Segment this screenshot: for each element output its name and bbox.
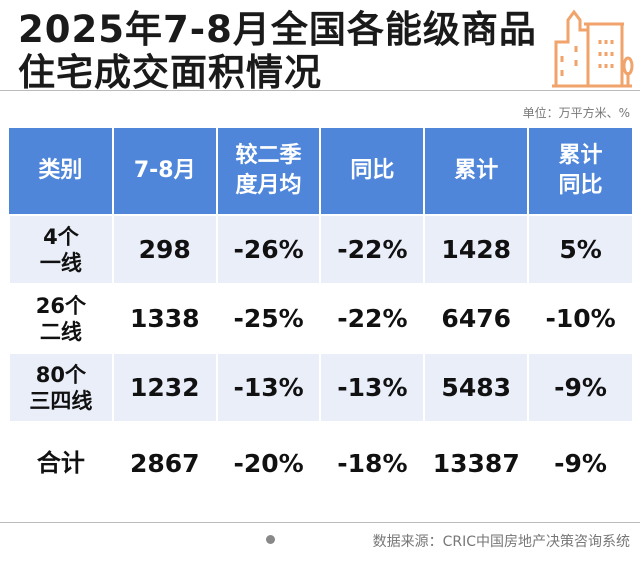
column-header: 较二季度月均 [215,128,321,215]
column-header: 类别 [9,128,113,215]
row-category-line: 80个 [35,362,87,387]
table-cell: 1232 [111,352,217,422]
table-cell: -22% [319,214,425,284]
column-header-label: 较二季度月均 [235,143,302,198]
table-cell: -13% [319,352,425,422]
column-header-label: 同比 [350,158,395,183]
footer-divider [0,522,640,523]
column-header-label: 累计同比 [558,143,603,198]
source-note: 数据来源：CRIC中国房地产决策咨询系统 [372,534,630,550]
row-category-line: 一线 [39,250,82,275]
column-header-label: 7-8月 [133,158,196,183]
data-table: 类别 7-8月 较二季度月均 同比 累计 累计同比 4个 一线 298 -26% -22% 1428… [8,128,632,503]
bullet-dot [266,535,275,544]
title-line-1: 2025年7-8月全国各能级商品 [18,8,537,51]
table-row: 合计 2867 -20% -18% 13387 -9% [8,421,632,503]
column-header: 累计 [423,128,529,215]
row-category-line: 26个 [35,293,87,318]
table-cell: -25% [215,283,321,353]
table-cell: -10% [527,283,632,353]
row-category-line: 4个 [43,224,79,249]
row-category-line: 合计 [36,449,85,477]
table-cell: 6476 [423,283,529,353]
table-cell: 1338 [111,283,217,353]
table-cell: 13387 [423,421,529,503]
unit-label: 单位：万平方米、% [522,106,630,120]
column-header: 7-8月 [111,128,217,215]
table-cell: -18% [319,421,425,503]
column-header-label: 累计 [454,158,499,183]
table-cell: -26% [215,214,321,284]
column-header: 同比 [319,128,425,215]
title-line-2: 住宅成交面积情况 [18,51,322,94]
table-row: 26个 二线 1338 -25% -22% 6476 -10% [8,283,632,353]
table-cell: 2867 [111,421,217,503]
page-title: 2025年7-8月全国各能级商品 住宅成交面积情况 [18,8,537,94]
column-header-label: 类别 [38,158,83,183]
row-category: 26个 二线 [8,283,113,353]
column-header: 累计同比 [527,128,632,215]
table-cell: -9% [527,352,632,422]
row-category: 合计 [8,421,113,503]
row-category: 80个 三四线 [8,352,113,422]
row-category: 4个 一线 [8,214,113,284]
table-cell: -22% [319,283,425,353]
row-category-line: 三四线 [29,388,93,413]
table-cell: 298 [111,214,217,284]
table-cell: -13% [215,352,321,422]
table-row: 80个 三四线 1232 -13% -13% 5483 -9% [8,352,632,422]
title-divider [0,90,640,91]
table-cell: 1428 [423,214,529,284]
table-cell: 5% [527,214,632,284]
building-icon [552,9,634,88]
table-cell: -20% [215,421,321,503]
table-cell: 5483 [423,352,529,422]
row-category-line: 二线 [39,319,82,344]
table-row: 4个 一线 298 -26% -22% 1428 5% [8,214,632,284]
table-cell: -9% [527,421,632,503]
